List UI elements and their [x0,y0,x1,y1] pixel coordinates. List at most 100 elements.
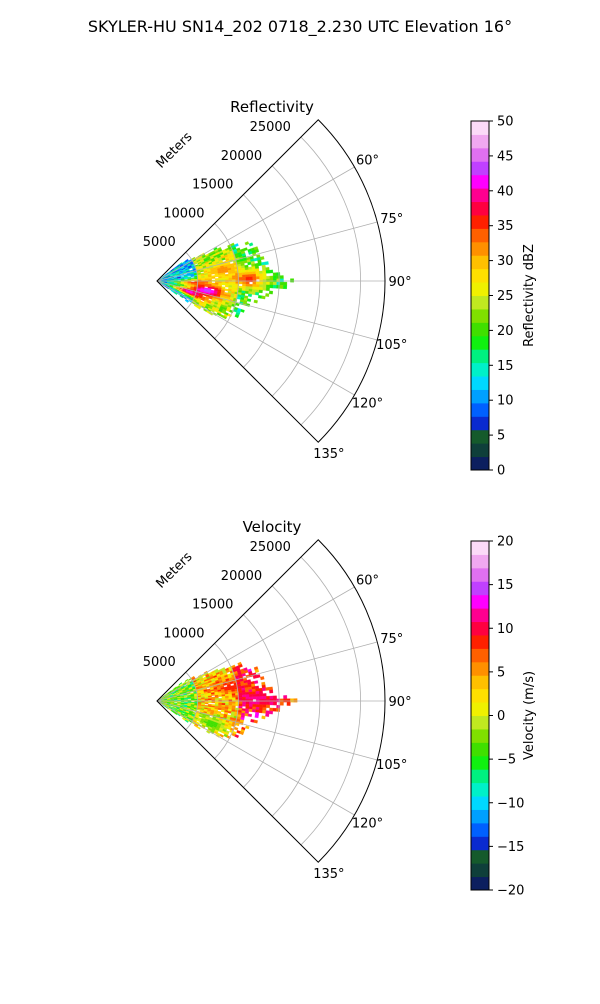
echo-cell [269,690,273,693]
echo-cell [215,275,219,277]
echo-cell [174,703,177,704]
echo-cell [260,702,263,705]
echo-cell [265,261,269,264]
range-tick-label: 15000 [192,598,233,613]
echo-cell [259,694,263,697]
colorbar-tick-label: 10 [497,394,514,409]
colorbar-swatch [471,228,489,242]
colorbar-swatch [471,202,489,216]
echo-cell [254,720,258,723]
colorbar-swatch [471,662,489,676]
echo-cell [283,695,287,698]
echo-cell [266,699,269,702]
echo-cell [256,694,260,697]
colorbar-swatch [471,188,489,202]
echo-cell [259,274,263,277]
echo-cell [256,287,260,290]
echo-cell [259,710,263,713]
colorbar-swatch [471,336,489,350]
colorbar-tick-label: 15 [497,578,514,593]
echo-cell [167,700,170,701]
echo-cell [260,696,264,699]
echo-cell [266,267,270,270]
colorbar-swatch [471,877,489,891]
echo-cell [246,272,250,275]
echo-cell [245,726,249,729]
echo-cell [266,279,269,282]
echo-cell [249,243,253,247]
colorbar-swatch [471,134,489,148]
echo-cell [221,710,225,712]
echo-cell [254,300,258,303]
echo-cell [287,702,290,706]
echo-cell [212,698,215,700]
colorbar-swatch [471,430,489,444]
echo-cell [225,270,229,272]
echo-cell [283,285,287,289]
echo-cell [270,279,273,282]
colorbar-swatch [471,863,489,877]
echo-cell [212,277,215,279]
echo-cell [262,296,266,299]
echo-cell [259,287,263,290]
azimuth-spoke [157,701,354,815]
echo-cell [273,273,277,276]
echo-cell [283,282,286,285]
colorbar-swatch [471,622,489,636]
echo-cell [269,687,273,690]
echo-cell [249,699,252,702]
echo-cell [239,275,243,277]
echo-cell [266,687,270,690]
echo-cell [249,274,253,277]
echo-cell [242,697,245,699]
colorbar-label: Velocity (m/s) [522,671,537,760]
azimuth-tick-label: 105° [376,758,407,773]
echo-cell [249,692,253,695]
echo-cell [253,282,256,285]
echo-cell [252,707,256,710]
echo-cell [232,696,236,698]
echo-cell [259,290,263,293]
echo-cell [205,285,209,287]
echo-cell [256,282,259,285]
echo-cell [260,256,264,259]
echo-cell [277,279,280,282]
echo-cell [259,705,263,708]
echo-cell [263,693,267,696]
echo-cell [276,272,280,275]
echo-cell [259,707,263,710]
colorbar-swatch [471,322,489,336]
echo-cell [287,699,290,702]
range-axis-label: Meters [154,549,196,591]
echo-cell [229,702,232,704]
echo-cell [270,696,274,699]
echo-cell [258,295,262,298]
echo-cell [249,287,253,290]
colorbar-tick-label: −5 [497,753,516,768]
azimuth-tick-label: 60° [356,153,379,168]
echo-cell [259,271,263,274]
echo-cell [205,703,208,704]
echo-cell [263,707,267,710]
echo-cell [269,708,273,711]
colorbar-tick-label: 20 [497,324,514,339]
echo-cell [255,292,259,295]
echo-cell [259,691,263,694]
echo-cell [266,288,270,291]
echo-cell [273,708,277,711]
range-tick-label: 25000 [250,540,291,555]
echo-cell [249,694,253,697]
echo-cell [280,279,283,282]
colorbar-swatch [471,742,489,756]
echo-cell [263,702,266,705]
echo-cell [239,273,243,275]
echo-cell [225,696,229,698]
echo-cell [174,282,177,283]
echo-cell [269,270,273,273]
echo-cell [269,711,273,714]
range-tick-label: 10000 [163,206,204,221]
echo-cell [270,285,274,288]
echo-cell [211,694,215,696]
reflectivity-panel: Reflectivity60°75°90°105°120°135°5000100… [143,98,537,479]
